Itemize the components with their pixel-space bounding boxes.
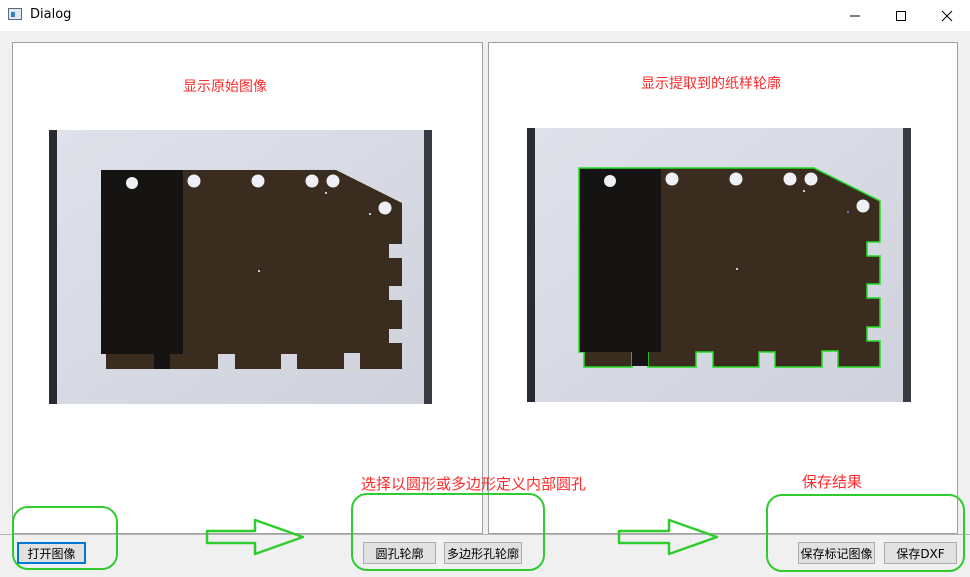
open-image-button[interactable]: 打开图像 <box>17 542 86 564</box>
hole-definition-note: 选择以圆形或多边形定义内部圆孔 <box>361 475 587 493</box>
minimize-button[interactable] <box>832 0 878 31</box>
circle-hole-contour-button[interactable]: 圆孔轮廓 <box>363 542 436 564</box>
save-result-highlight <box>766 494 965 572</box>
green-arrow-icon <box>617 518 719 556</box>
original-image-view <box>49 130 432 404</box>
save-dxf-button[interactable]: 保存DXF <box>884 542 957 564</box>
close-button[interactable] <box>924 0 970 31</box>
original-image-caption: 显示原始图像 <box>183 79 267 95</box>
contour-image-view <box>527 128 911 402</box>
original-image-panel: 显示原始图像 <box>12 42 483 534</box>
title-bar: Dialog <box>0 0 970 31</box>
hole-contour-highlight <box>351 493 545 571</box>
save-marked-image-button[interactable]: 保存标记图像 <box>798 542 875 564</box>
open-image-highlight <box>12 506 118 570</box>
maximize-icon <box>896 10 906 21</box>
contour-image-caption: 显示提取到的纸样轮廓 <box>641 76 781 92</box>
app-window-icon <box>8 8 22 20</box>
window-title: Dialog <box>30 7 72 22</box>
green-arrow-icon <box>205 518 305 556</box>
save-result-note: 保存结果 <box>802 473 863 491</box>
close-icon <box>941 10 953 21</box>
contour-image-panel: 显示提取到的纸样轮廓 <box>488 42 958 534</box>
maximize-button[interactable] <box>878 0 924 31</box>
minimize-icon <box>850 15 860 16</box>
polygon-hole-contour-button[interactable]: 多边形孔轮廓 <box>444 542 522 564</box>
